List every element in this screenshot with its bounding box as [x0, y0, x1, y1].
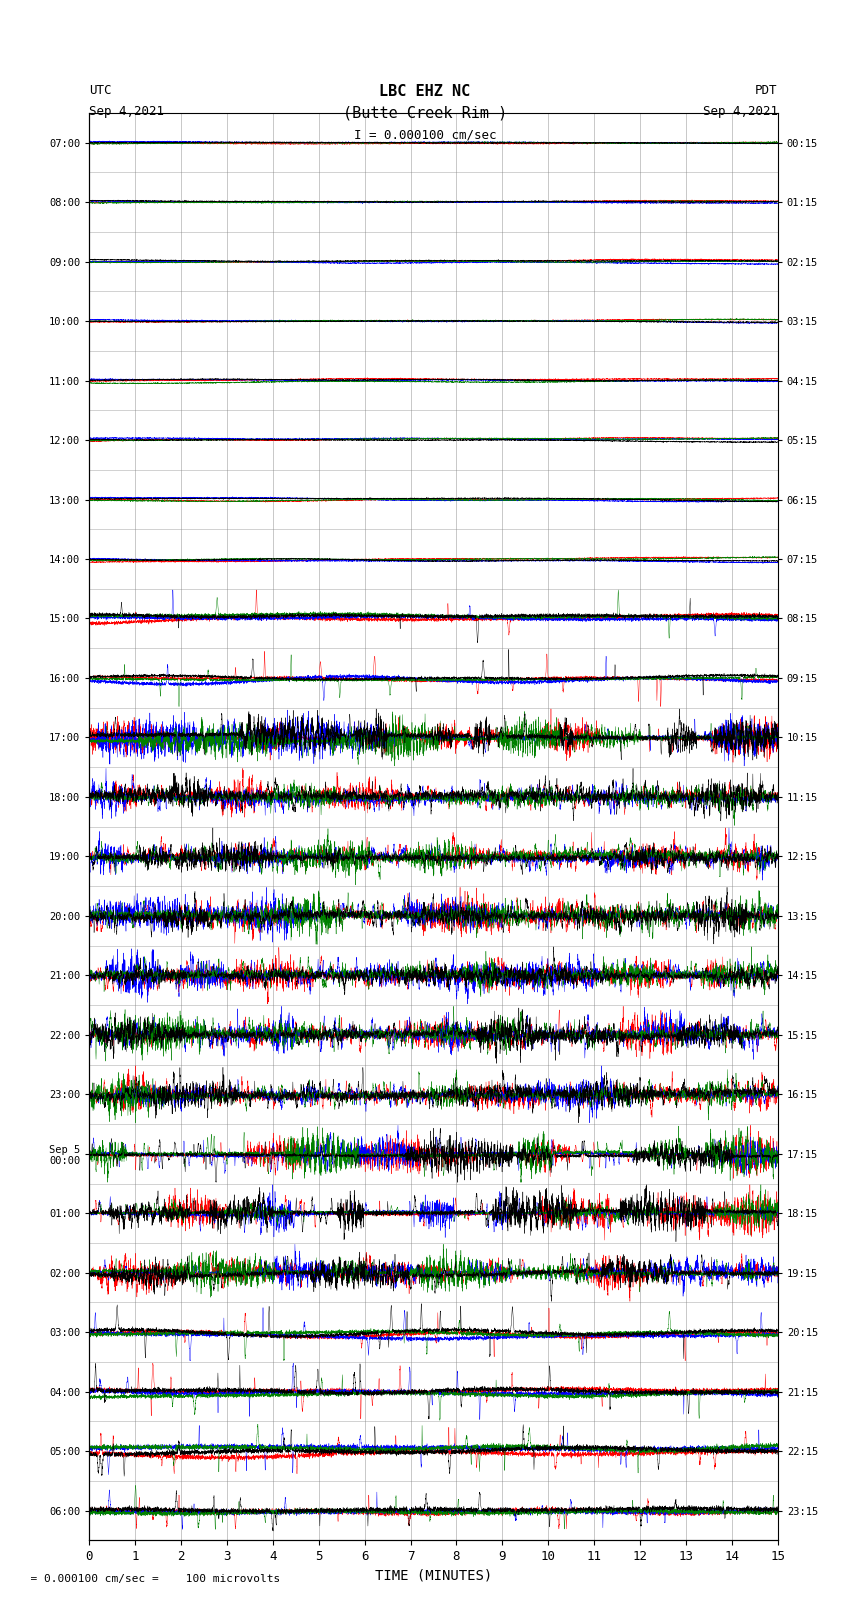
- Text: UTC: UTC: [89, 84, 111, 97]
- Text: = 0.000100 cm/sec =    100 microvolts: = 0.000100 cm/sec = 100 microvolts: [17, 1574, 280, 1584]
- Text: Sep 4,2021: Sep 4,2021: [89, 105, 164, 118]
- Text: (Butte Creek Rim ): (Butte Creek Rim ): [343, 106, 507, 121]
- Text: Sep 4,2021: Sep 4,2021: [703, 105, 778, 118]
- Text: I = 0.000100 cm/sec: I = 0.000100 cm/sec: [354, 129, 496, 142]
- Text: LBC EHZ NC: LBC EHZ NC: [379, 84, 471, 100]
- Text: PDT: PDT: [756, 84, 778, 97]
- X-axis label: TIME (MINUTES): TIME (MINUTES): [375, 1569, 492, 1582]
